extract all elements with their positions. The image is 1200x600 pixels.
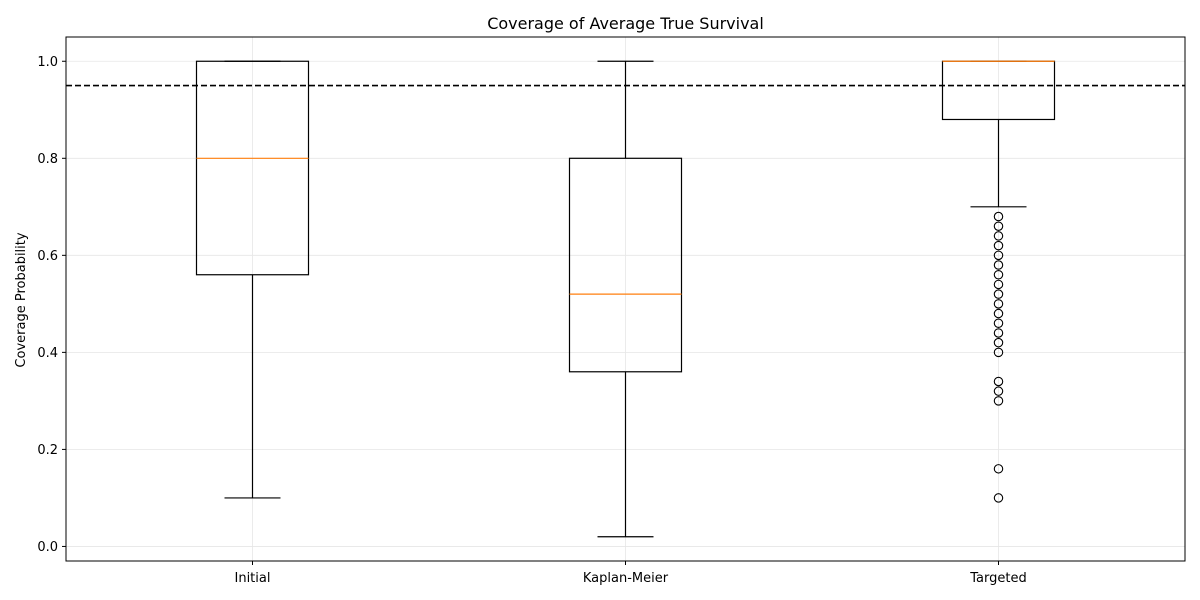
outlier-point xyxy=(993,250,1004,261)
boxes-layer xyxy=(195,60,1056,538)
outlier-point xyxy=(993,308,1004,319)
outlier-point xyxy=(993,464,1004,474)
x-tick-label: Initial xyxy=(235,571,271,586)
outlier-point xyxy=(993,260,1004,270)
outlier-point xyxy=(993,211,1004,222)
outlier-point xyxy=(993,347,1004,358)
x-tick-label: Kaplan-Meier xyxy=(583,571,669,586)
outlier-point xyxy=(993,289,1004,299)
iqr-box xyxy=(195,60,310,276)
outlier-point xyxy=(993,240,1004,251)
outlier-point xyxy=(993,299,1004,309)
outlier-point xyxy=(993,231,1004,241)
outlier-point xyxy=(993,221,1004,231)
x-tick-label: Targeted xyxy=(969,571,1026,586)
iqr-box xyxy=(568,157,683,373)
outlier-point xyxy=(993,493,1004,503)
y-tick-label: 0.8 xyxy=(37,152,58,167)
outlier-point xyxy=(993,269,1004,280)
ticks-layer: 0.0 0.2 0.4 0.6 0.8 1.0 Initial Kaplan-Meier Tar… xyxy=(37,55,1026,586)
y-tick-label: 0.4 xyxy=(37,346,58,361)
y-tick-label: 1.0 xyxy=(37,55,58,70)
outlier-point xyxy=(993,376,1004,387)
chart-title: Coverage of Average True Survival xyxy=(487,14,764,33)
y-tick-label: 0.2 xyxy=(37,443,58,458)
box-group xyxy=(941,60,1056,503)
y-axis-label: Coverage Probability xyxy=(14,232,29,367)
y-tick-label: 0.0 xyxy=(37,540,58,555)
outlier-point xyxy=(993,386,1004,396)
outlier-point xyxy=(993,337,1004,348)
outlier-point xyxy=(993,328,1004,338)
y-tick-label: 0.6 xyxy=(37,249,58,264)
box-group xyxy=(568,60,683,538)
outlier-point xyxy=(993,279,1004,290)
box-group xyxy=(195,60,310,499)
outlier-point xyxy=(993,318,1004,329)
outlier-point xyxy=(993,396,1004,406)
